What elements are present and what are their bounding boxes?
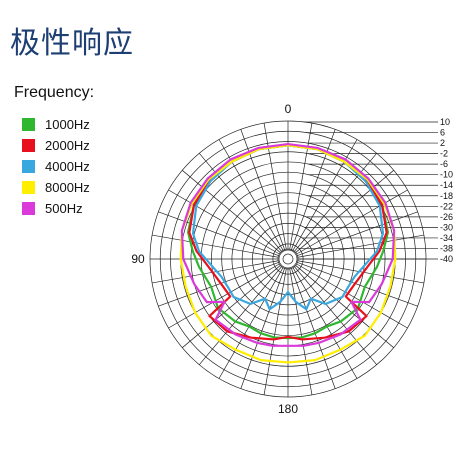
r-tick-label: -2	[440, 149, 448, 159]
grid-spoke	[289, 268, 313, 395]
grid-spoke	[182, 265, 281, 348]
r-tick-label: -26	[440, 212, 453, 222]
grid-spoke	[292, 139, 358, 251]
grid-spoke	[152, 260, 279, 284]
grid-circle	[278, 249, 298, 269]
legend-swatch	[22, 160, 35, 173]
grid-spoke	[199, 153, 282, 252]
grid-spoke	[295, 265, 394, 348]
grid-spoke	[291, 268, 336, 389]
series-curve-2000hz	[188, 144, 388, 341]
grid-spoke	[158, 262, 279, 307]
grid-spoke	[296, 189, 408, 255]
legend-label: 500Hz	[45, 201, 83, 216]
grid-spoke	[263, 123, 287, 250]
legend-title: Frequency:	[14, 84, 95, 101]
grid-spoke	[168, 263, 280, 329]
legend-item-2000hz: 2000Hz	[22, 135, 90, 156]
legend-swatch	[22, 202, 35, 215]
legend-label: 4000Hz	[45, 159, 90, 174]
grid-spoke	[291, 129, 336, 250]
legend-item-8000hz: 8000Hz	[22, 177, 90, 198]
angle-label: 0	[285, 102, 292, 116]
legend-label: 8000Hz	[45, 180, 90, 195]
angle-label: 90	[131, 252, 145, 266]
grid-circle	[282, 253, 294, 265]
grid-circle	[277, 248, 299, 270]
grid-spoke	[297, 234, 424, 258]
grid-spoke	[263, 268, 287, 395]
grid-spoke	[168, 189, 280, 255]
angle-label: 180	[278, 402, 298, 416]
r-tick-label: -30	[440, 222, 453, 232]
grid-spoke	[297, 260, 424, 284]
legend-swatch	[22, 139, 35, 152]
legend-swatch	[22, 181, 35, 194]
grid-spoke	[240, 268, 285, 389]
grid-spoke	[182, 170, 281, 253]
grid-spoke	[297, 211, 418, 256]
r-tick-label: -40	[440, 254, 453, 264]
grid-spoke	[295, 170, 394, 253]
series-curve-8000hz	[179, 144, 397, 364]
grid-spoke	[289, 123, 313, 250]
grid-spoke	[240, 129, 285, 250]
r-tick-label: -38	[440, 243, 453, 253]
r-tick-label: 2	[440, 138, 445, 148]
grid-spoke	[158, 211, 279, 256]
page-title: 极性响应	[10, 26, 134, 61]
r-tick-label: -6	[440, 159, 448, 169]
grid-spoke	[294, 153, 377, 252]
series-curve-4000hz	[191, 144, 385, 311]
legend-item-1000hz: 1000Hz	[22, 114, 90, 135]
r-tick-label: -10	[440, 170, 453, 180]
grid-spoke	[292, 267, 358, 379]
grid-spoke	[296, 263, 408, 329]
grid-spoke	[152, 234, 279, 258]
grid-spoke	[294, 266, 377, 365]
grid-spoke	[218, 139, 284, 251]
legend-item-4000hz: 4000Hz	[22, 156, 90, 177]
r-tick-label: 6	[440, 128, 445, 138]
legend-swatch	[22, 118, 35, 131]
series-curve-500hz	[180, 142, 396, 347]
r-tick-label: -22	[440, 201, 453, 211]
grid-spoke	[297, 262, 418, 307]
r-tick-label: 10	[440, 117, 450, 127]
r-tick-label: -34	[440, 233, 453, 243]
legend-item-500hz: 500Hz	[22, 198, 90, 219]
r-tick-label: -18	[440, 191, 453, 201]
legend-label: 1000Hz	[45, 117, 90, 132]
grid-spoke	[218, 267, 284, 379]
r-tick-label: -14	[440, 180, 453, 190]
grid-spoke	[199, 266, 282, 365]
legend: 1000Hz 2000Hz 4000Hz 8000Hz 500Hz	[22, 114, 90, 219]
legend-label: 2000Hz	[45, 138, 90, 153]
